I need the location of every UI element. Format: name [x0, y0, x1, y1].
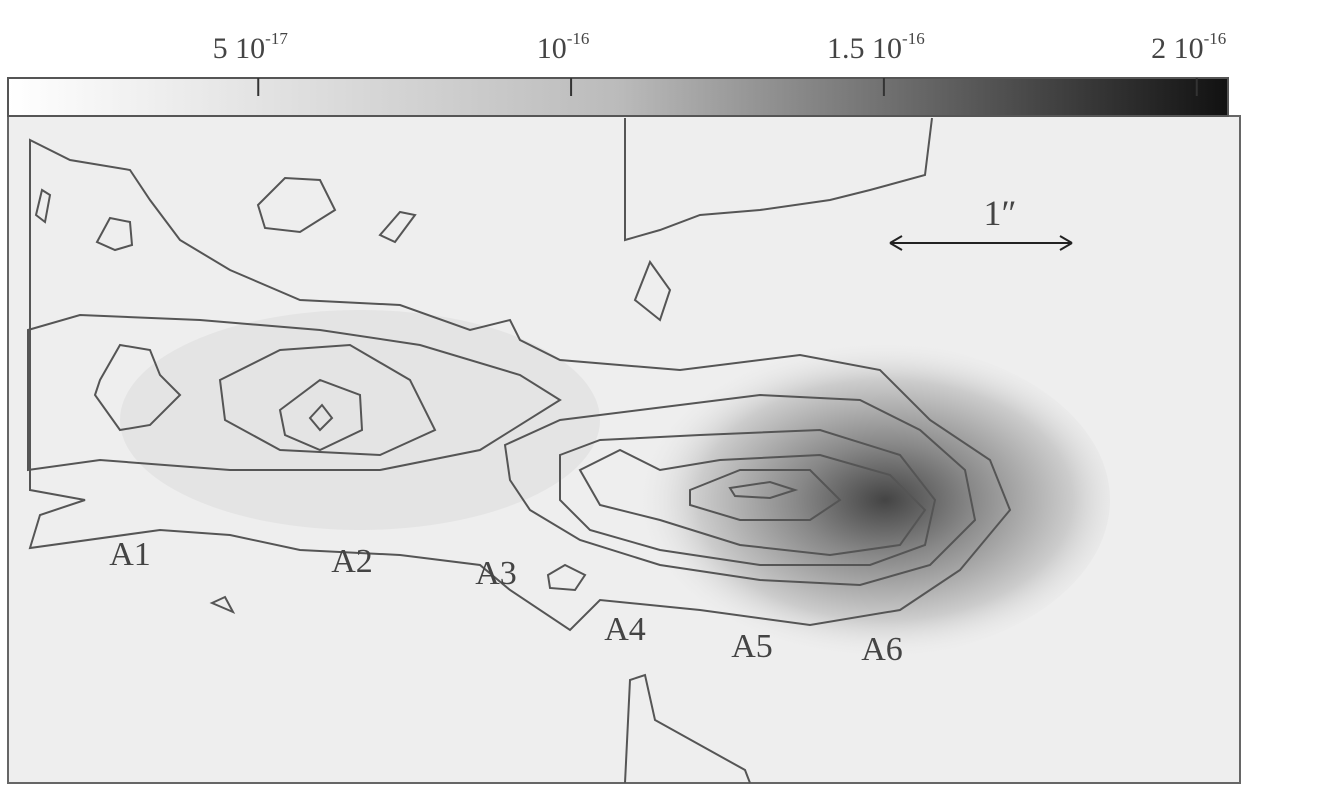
- scale-arrowheads: [889, 235, 1073, 251]
- contours: [27, 117, 1012, 784]
- knot-label: A5: [731, 628, 773, 665]
- colorbar-tick-label: 5 10-17: [213, 29, 289, 65]
- knot-label: A3: [475, 555, 517, 592]
- scale-label: 1″: [984, 193, 1017, 233]
- tick-exponent: -16: [1204, 29, 1227, 48]
- tick-base: 1.5 10: [827, 32, 902, 65]
- colorbar: [7, 77, 1229, 117]
- tick-base: 2 10: [1151, 32, 1204, 65]
- emission-faint: [120, 310, 600, 530]
- tick-base: 10: [537, 32, 567, 65]
- tick-exponent: -16: [567, 29, 590, 48]
- knot-label: A1: [109, 536, 151, 573]
- tick-base: 5 10: [213, 32, 266, 65]
- knot-label: A4: [604, 611, 646, 648]
- colorbar-tick-label: 10-16: [537, 29, 590, 65]
- colorbar-tick-label: 1.5 10-16: [827, 29, 925, 65]
- colorbar-tick-label: 2 10-16: [1151, 29, 1226, 65]
- emission-blob: [610, 340, 1110, 660]
- knot-label: A2: [331, 543, 373, 580]
- tick-exponent: -17: [265, 29, 288, 48]
- tick-exponent: -16: [902, 29, 925, 48]
- knot-label: A6: [861, 631, 903, 668]
